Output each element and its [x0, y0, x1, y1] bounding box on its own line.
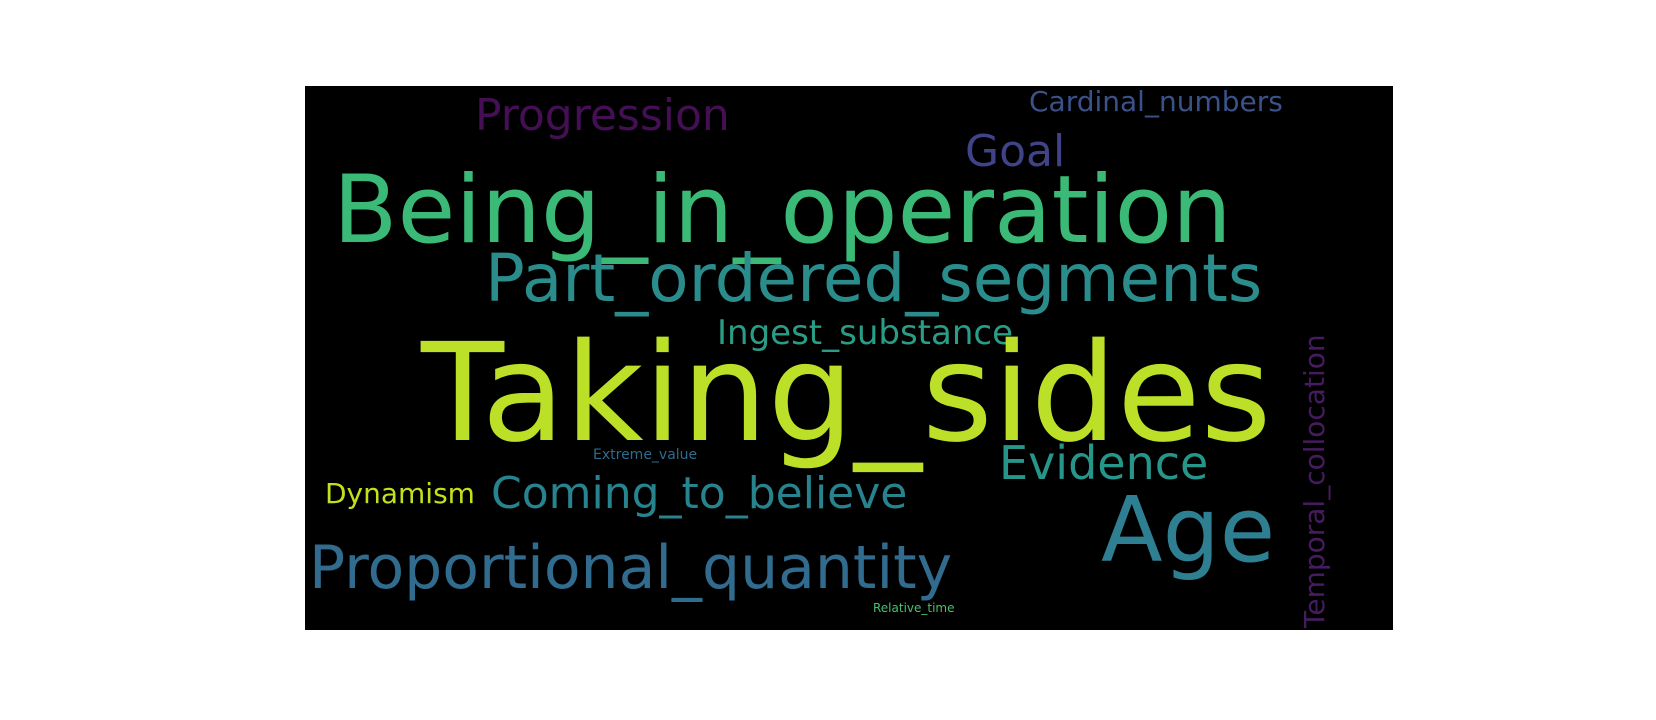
- word-evidence: Evidence: [999, 436, 1209, 490]
- word-goal: Goal: [965, 126, 1066, 177]
- word-cloud: Progression Cardinal_numbers Goal Being_…: [305, 86, 1393, 630]
- word-temporal-collocation: Temporal_collocation: [1298, 334, 1331, 628]
- word-coming-to-believe: Coming_to_believe: [491, 468, 908, 519]
- word-ingest-substance: Ingest_substance: [717, 313, 1014, 353]
- word-progression: Progression: [475, 90, 730, 141]
- word-relative-time: Relative_time: [873, 601, 955, 615]
- word-dynamism: Dynamism: [325, 477, 475, 510]
- word-age: Age: [1101, 478, 1276, 583]
- word-extreme-value: Extreme_value: [593, 447, 698, 463]
- word-being-in-operation: Being_in_operation: [333, 156, 1232, 265]
- word-proportional-quantity: Proportional_quantity: [309, 533, 953, 603]
- word-part-ordered-segments: Part_ordered_segments: [485, 240, 1263, 317]
- word-taking-sides: Taking_sides: [421, 315, 1272, 473]
- word-cardinal-numbers: Cardinal_numbers: [1029, 86, 1283, 118]
